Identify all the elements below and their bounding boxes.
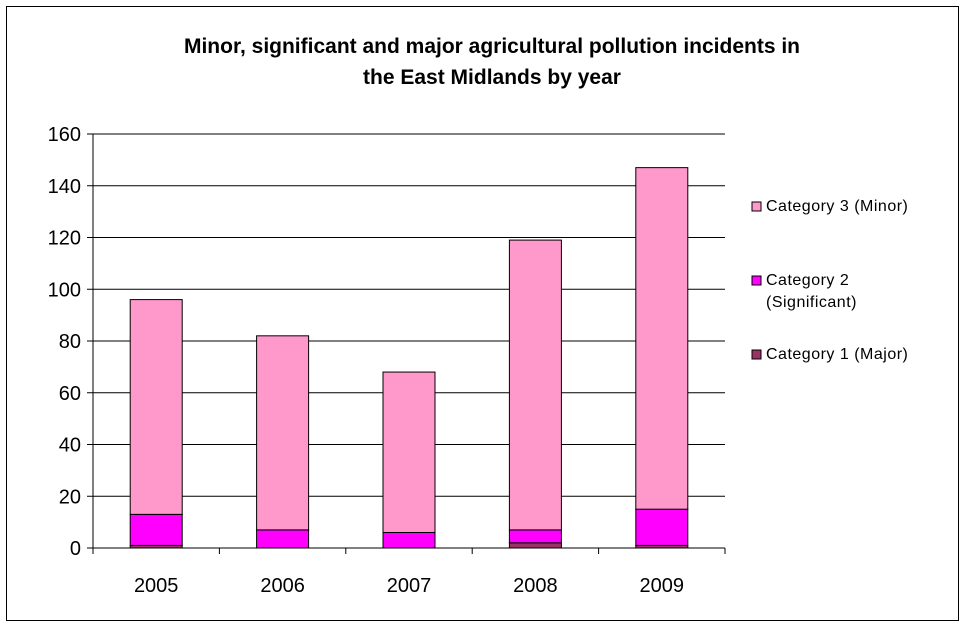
y-tick-label: 0 [70, 538, 81, 560]
x-tick-label: 2006 [260, 575, 305, 597]
x-tick-label: 2007 [387, 575, 432, 597]
legend: Category 3 (Minor) Category 2 (Significant… [751, 198, 908, 363]
bar-segment [382, 531, 436, 549]
x-tick-label: 2009 [640, 575, 685, 597]
y-tick-label: 60 [59, 383, 81, 405]
legend-swatch [751, 349, 762, 360]
x-tick-label: 2005 [134, 575, 179, 597]
bar-segment [129, 299, 183, 515]
bar-segment [256, 335, 310, 531]
y-tick-label: 160 [48, 124, 81, 146]
bar-segment [508, 239, 562, 531]
y-tick-label: 40 [59, 435, 81, 457]
chart-title-line-2: the East Midlands by year [363, 66, 621, 89]
bar-segment [508, 529, 562, 544]
x-tick-label: 2008 [513, 575, 558, 597]
bar-segment [129, 513, 183, 546]
bar-segment [508, 542, 562, 549]
legend-swatch [751, 275, 762, 286]
legend-label: Category 2 [766, 272, 849, 289]
y-tick-label: 20 [59, 486, 81, 508]
legend-label: Category 1 (Major) [766, 346, 908, 363]
bar-segment [635, 508, 689, 546]
y-tick-label: 100 [48, 279, 81, 301]
legend-swatch [751, 201, 762, 212]
plot-area: 0 20 40 60 80 100 120 140 160 2005 2006 2007 2008 200… [48, 124, 726, 597]
y-tick-label: 120 [48, 228, 81, 250]
legend-label: (Significant) [766, 294, 857, 311]
bar-segment [635, 167, 689, 510]
legend-label: Category 3 (Minor) [766, 198, 908, 215]
bar-segment [256, 529, 310, 549]
bar-segment [382, 371, 436, 533]
y-tick-label: 140 [48, 176, 81, 198]
chart-title-line-1: Minor, significant and major agricultura… [184, 35, 800, 58]
y-tick-label: 80 [59, 331, 81, 353]
